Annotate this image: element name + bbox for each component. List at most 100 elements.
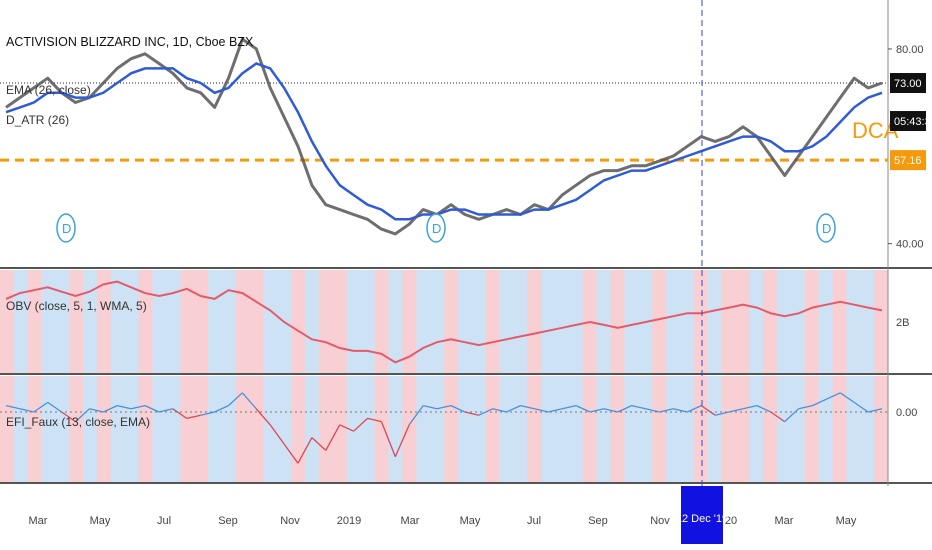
efi-segment xyxy=(5,404,21,410)
obv-band xyxy=(804,270,820,374)
obv-band xyxy=(874,270,889,374)
efi-segment xyxy=(534,408,549,413)
efi-segment xyxy=(339,424,354,432)
dca-price-badge-bg xyxy=(890,150,926,171)
dividend-marker[interactable]: D xyxy=(816,213,836,243)
x-tick-label: Sep xyxy=(588,515,608,527)
background-bands xyxy=(0,270,889,483)
obv-band xyxy=(152,270,167,374)
efi-band xyxy=(319,376,334,483)
efi-segment xyxy=(812,398,827,407)
efi-segment xyxy=(61,411,76,423)
obv-band xyxy=(485,270,500,374)
obv-band xyxy=(818,270,833,374)
obv-band xyxy=(666,270,681,374)
price-tick-label: 80.00 xyxy=(896,44,924,56)
dividend-marker-label: D xyxy=(822,221,831,236)
x-tick-label: Mar xyxy=(401,515,420,527)
efi-band xyxy=(832,376,847,483)
efi-band xyxy=(55,376,70,483)
efi-band xyxy=(263,376,278,483)
obv-band xyxy=(180,270,195,374)
chart-overlay: 12 Dec '19 xyxy=(676,0,728,544)
efi-band xyxy=(582,376,598,483)
obv-band xyxy=(263,270,278,374)
efi-segment xyxy=(617,405,632,413)
atr-legend: D_ATR (26) xyxy=(6,113,69,127)
obv-band xyxy=(208,270,223,374)
time-axis[interactable]: Mar May Jul Sep Nov 2019 Mar May Jul Sep Nov 20 Mar M… xyxy=(29,515,857,527)
obv-pane[interactable]: OBV (close, 5, 1, WMA, 5) 2B xyxy=(5,280,909,364)
efi-band xyxy=(777,376,792,483)
efi-segment xyxy=(33,401,49,413)
obv-legend: OBV (close, 5, 1, WMA, 5) xyxy=(6,299,147,313)
obv-band xyxy=(416,270,431,374)
dividend-marker-circle xyxy=(426,213,446,243)
efi-band xyxy=(457,376,473,483)
pane-dividers xyxy=(0,0,932,486)
efi-band xyxy=(721,376,736,483)
efi-segment xyxy=(186,414,201,420)
efi-segment xyxy=(214,405,229,413)
efi-segment xyxy=(200,411,215,416)
obv-band xyxy=(194,270,209,374)
efi-band xyxy=(69,376,84,483)
efi-segment xyxy=(506,405,521,413)
efi-axis-label: 0.00 xyxy=(896,407,917,419)
x-tick-label: Jul xyxy=(527,515,541,527)
crosshair-date-badge: 12 Dec '19 xyxy=(676,486,728,544)
obv-band xyxy=(97,270,112,374)
efi-band xyxy=(27,376,43,483)
efi-band xyxy=(138,376,154,483)
efi-segment xyxy=(353,417,368,432)
date-badge-bg xyxy=(681,486,723,544)
efi-band xyxy=(346,376,362,483)
efi-segment xyxy=(853,401,869,413)
obv-band xyxy=(319,270,334,374)
efi-band xyxy=(485,376,500,483)
efi-band xyxy=(541,376,556,483)
efi-segment xyxy=(117,404,132,410)
efi-segment xyxy=(770,411,786,423)
efi-segment xyxy=(589,408,605,413)
efi-segment xyxy=(450,405,466,413)
efi-segment xyxy=(839,392,855,403)
obv-band xyxy=(513,270,528,374)
dividend-marker[interactable]: D xyxy=(56,213,76,243)
countdown-badge-bg xyxy=(890,111,926,132)
obv-band xyxy=(527,270,542,374)
efi-segment xyxy=(408,405,424,426)
efi-segment xyxy=(436,404,452,410)
obv-band xyxy=(596,270,611,374)
obv-band xyxy=(346,270,362,374)
x-tick-label: May xyxy=(836,515,857,527)
efi-segment xyxy=(367,417,382,423)
obv-band xyxy=(138,270,154,374)
obv-band xyxy=(249,270,265,374)
obv-band xyxy=(471,270,487,374)
efi-pane[interactable]: EFI_Faux (13, close, EMA) 0.00 xyxy=(0,392,917,464)
efi-band xyxy=(13,376,29,483)
obv-band xyxy=(652,270,667,374)
efi-segment xyxy=(144,405,160,413)
dividend-marker-circle xyxy=(816,213,836,243)
efi-band xyxy=(679,376,695,483)
obv-band xyxy=(541,270,556,374)
efi-segment xyxy=(394,424,410,458)
price-tick-label: 40.00 xyxy=(896,239,924,251)
obv-band xyxy=(693,270,709,374)
efi-band xyxy=(555,376,570,483)
date-badge-text: 12 Dec '19 xyxy=(676,513,728,525)
dividend-marker[interactable]: D xyxy=(426,213,446,243)
efi-segment xyxy=(659,408,674,413)
efi-segment xyxy=(700,405,716,416)
obv-band xyxy=(846,270,861,374)
efi-legend: EFI_Faux (13, close, EMA) xyxy=(6,415,150,429)
efi-band xyxy=(208,376,223,483)
efi-band xyxy=(166,376,181,483)
efi-segment xyxy=(255,408,271,426)
obv-band xyxy=(860,270,875,374)
obv-band xyxy=(333,270,348,374)
